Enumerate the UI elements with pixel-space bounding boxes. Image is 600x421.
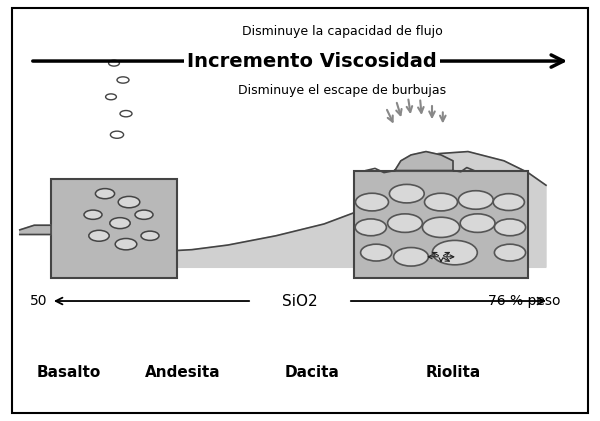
Text: Incremento Viscosidad: Incremento Viscosidad bbox=[187, 51, 437, 71]
Text: Basalto: Basalto bbox=[37, 365, 101, 380]
Text: 76 % peso: 76 % peso bbox=[488, 294, 561, 308]
Ellipse shape bbox=[389, 184, 424, 203]
Ellipse shape bbox=[494, 219, 526, 236]
Ellipse shape bbox=[115, 238, 137, 250]
Polygon shape bbox=[177, 152, 546, 267]
Text: Disminuye el escape de burbujas: Disminuye el escape de burbujas bbox=[238, 84, 446, 97]
Text: Riolita: Riolita bbox=[425, 365, 481, 380]
Ellipse shape bbox=[95, 189, 115, 199]
Text: 50: 50 bbox=[30, 294, 48, 308]
Ellipse shape bbox=[422, 217, 460, 237]
Ellipse shape bbox=[135, 210, 153, 219]
Ellipse shape bbox=[425, 193, 458, 211]
Ellipse shape bbox=[494, 244, 526, 261]
Text: Disminuye la capacidad de flujo: Disminuye la capacidad de flujo bbox=[242, 25, 442, 38]
Ellipse shape bbox=[493, 194, 524, 210]
Ellipse shape bbox=[117, 77, 129, 83]
Text: SiO2: SiO2 bbox=[282, 293, 318, 309]
Text: Andesita: Andesita bbox=[145, 365, 221, 380]
Ellipse shape bbox=[388, 214, 422, 232]
Ellipse shape bbox=[361, 244, 392, 261]
Ellipse shape bbox=[84, 210, 102, 219]
Ellipse shape bbox=[432, 240, 478, 265]
Ellipse shape bbox=[355, 193, 389, 211]
Ellipse shape bbox=[89, 230, 109, 241]
Polygon shape bbox=[20, 225, 51, 234]
Ellipse shape bbox=[110, 131, 124, 138]
Bar bbox=[354, 171, 528, 278]
Bar bbox=[51, 179, 177, 278]
Ellipse shape bbox=[458, 191, 493, 209]
Ellipse shape bbox=[460, 214, 495, 232]
Ellipse shape bbox=[394, 248, 428, 266]
Ellipse shape bbox=[355, 219, 386, 236]
Text: Dacita: Dacita bbox=[284, 365, 340, 380]
Polygon shape bbox=[395, 152, 453, 171]
Ellipse shape bbox=[109, 60, 119, 66]
Ellipse shape bbox=[120, 110, 132, 117]
Ellipse shape bbox=[141, 231, 159, 240]
Ellipse shape bbox=[110, 218, 130, 229]
Ellipse shape bbox=[106, 94, 116, 100]
Ellipse shape bbox=[118, 196, 140, 208]
